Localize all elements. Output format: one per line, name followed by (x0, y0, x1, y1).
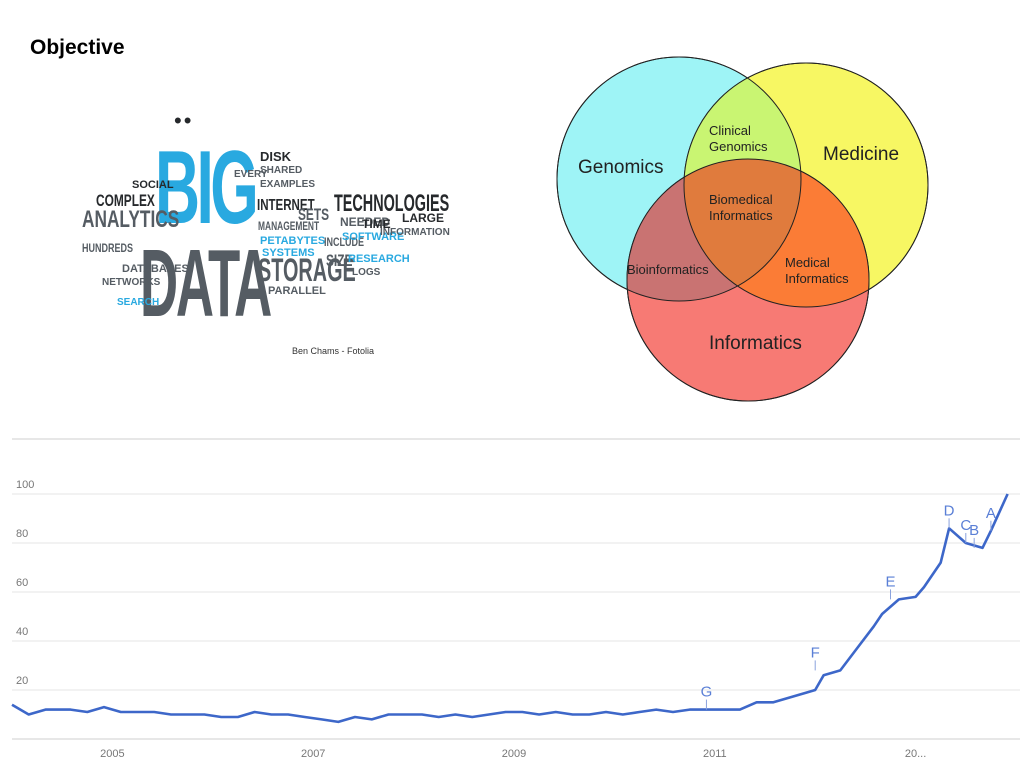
wordcloud-word-databases: DATABASES (122, 263, 189, 275)
wordcloud-word-parallel: PARALLEL (268, 285, 326, 297)
informatics-label: Informatics (709, 333, 802, 354)
wordcloud-dots: •• (174, 108, 194, 133)
genomics-label: Genomics (578, 157, 664, 178)
wordcloud-word-disk: DISK (260, 149, 292, 164)
wordcloud-word-large: LARGE (402, 211, 444, 225)
wordcloud-word-time: TIME (362, 217, 391, 231)
wordcloud-word-research: RESEARCH (348, 253, 410, 265)
biomedical-informatics-label-line2: Informatics (709, 208, 773, 223)
wordcloud-word-management: MANAGEMENT (258, 219, 320, 233)
y-tick-label: 100 (16, 479, 34, 491)
wordcloud-word-petabytes: PETABYTES (260, 235, 326, 247)
y-tick-label: 80 (16, 528, 28, 540)
wordcloud-word-needed: NEEDED (340, 215, 391, 229)
wordcloud-word-sets: SETS (298, 205, 330, 224)
wordcloud-word-every: EVERY (234, 169, 268, 180)
annotation-label: D (944, 502, 955, 519)
x-tick-label: 20... (905, 748, 926, 760)
wordcloud-word-storage: STORAGE (258, 252, 356, 288)
x-tick-label: 2007 (301, 748, 325, 760)
annotation-label: F (811, 644, 820, 661)
biomedical-informatics-label-line1: Biomedical (709, 192, 773, 207)
wordcloud-word-examples: EXAMPLES (260, 179, 316, 190)
wordcloud-word-analytics: ANALYTICS (82, 206, 180, 233)
wordcloud-word-software: SOFTWARE (342, 231, 405, 243)
medical-informatics-label-line1: Medical (785, 255, 830, 270)
wordcloud-word-networks: NETWORKS (102, 277, 161, 288)
series-line (11, 493, 1009, 724)
x-tick-label: 2009 (502, 748, 526, 760)
wordcloud-word-complex: COMPLEX (96, 191, 155, 210)
bioinformatics-label: Bioinformatics (627, 262, 709, 277)
image-credit: Ben Chams - Fotolia (292, 346, 375, 356)
wordcloud-word-search: SEARCH (117, 297, 160, 308)
wordcloud-big: BIG (155, 130, 259, 246)
chart-x-ticks: 2005 2007 2009 2011 20... (100, 748, 926, 760)
chart-gridlines (12, 493, 1020, 740)
clinical-genomics-label-line1: Clinical (709, 123, 751, 138)
y-tick-label: 20 (16, 675, 28, 687)
medical-informatics-label-line2: Informatics (785, 271, 849, 286)
x-tick-label: 2011 (703, 748, 727, 760)
y-tick-label: 40 (16, 626, 28, 638)
annotation-label: E (885, 573, 895, 590)
annotation-label: A (986, 505, 996, 522)
medicine-label: Medicine (823, 144, 899, 165)
slide-title: Objective (30, 36, 125, 59)
annotation-label: C (960, 517, 971, 534)
wordcloud-word-internet: INTERNET (257, 197, 315, 214)
y-tick-label: 60 (16, 577, 28, 589)
wordcloud-data: DATA (140, 230, 272, 337)
chart-y-tick-labels: 20 40 60 80 100 (16, 479, 34, 687)
wordcloud-word-information: INFORMATION (380, 227, 450, 238)
wordcloud-word-technologies: TECHNOLOGIES (334, 190, 450, 217)
wordcloud-word-size: SIZE (326, 251, 353, 270)
wordcloud-word-social: SOCIAL (132, 179, 174, 191)
wordcloud-word-systems: SYSTEMS (262, 247, 315, 259)
wordcloud-word-shared: SHARED (260, 165, 303, 176)
annotation-label: G (701, 684, 713, 701)
chart-series (11, 493, 1009, 724)
venn-diagram: Genomics Medicine Informatics Clinical G… (556, 56, 929, 402)
wordcloud-word-hundreds: HUNDREDS (82, 241, 134, 255)
x-tick-label: 2005 (100, 748, 124, 760)
wordcloud-word-logs: LOGS (352, 267, 381, 278)
annotation-label: B (969, 522, 979, 539)
clinical-genomics-label-line2: Genomics (709, 139, 768, 154)
wordcloud-word-include: INCLUDE (324, 235, 365, 249)
